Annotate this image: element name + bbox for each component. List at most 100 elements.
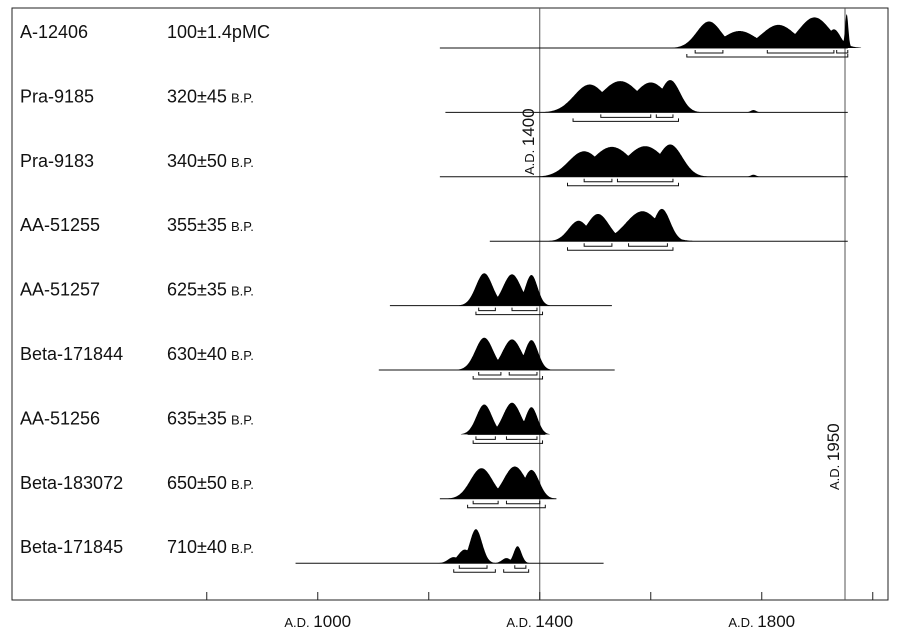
sample-age-unit: B.P. bbox=[231, 348, 254, 363]
sample-lab-code: Pra-9183 bbox=[20, 151, 94, 171]
range-2sigma bbox=[475, 311, 544, 316]
sample-lab-code: AA-51257 bbox=[20, 280, 100, 300]
sample-age-value: 625±35 bbox=[167, 280, 227, 300]
sample-row: Pra-9185 320±45 B.P. bbox=[20, 80, 848, 122]
sample-age-unit: B.P. bbox=[231, 219, 254, 234]
range-1sigma bbox=[583, 243, 613, 247]
sample-lab-code: AA-51256 bbox=[20, 408, 100, 428]
sample-age: 630±40 B.P. bbox=[167, 344, 254, 364]
sample-age-unit: B.P. bbox=[231, 90, 254, 105]
sample-row: Pra-9183 340±50 B.P. bbox=[20, 144, 848, 187]
reference-label-1400: A.D. 1400 bbox=[519, 108, 538, 175]
reference-label-year: 1950 bbox=[824, 423, 843, 461]
range-2sigma bbox=[567, 247, 674, 251]
sample-row: AA-51257 625±35 B.P. bbox=[20, 273, 612, 316]
probability-distribution bbox=[437, 529, 530, 564]
sample-age-value: 100±1.4pMC bbox=[167, 22, 270, 42]
probability-distribution bbox=[672, 14, 862, 48]
sample-age-unit: B.P. bbox=[231, 284, 254, 299]
sample-age-value: 340±50 bbox=[167, 151, 227, 171]
probability-distribution bbox=[548, 208, 693, 242]
range-1sigma bbox=[508, 372, 538, 376]
range-2sigma bbox=[686, 54, 849, 58]
sample-age-value: 635±35 bbox=[167, 408, 227, 428]
sample-row: AA-51255 355±35 B.P. bbox=[20, 208, 848, 251]
range-1sigma bbox=[766, 50, 835, 54]
reference-label-1950: A.D. 1950 bbox=[824, 423, 843, 490]
reference-label-prefix: A.D. bbox=[827, 461, 842, 490]
range-1sigma bbox=[458, 565, 488, 569]
probability-distribution bbox=[460, 402, 550, 435]
sample-age: 100±1.4pMC bbox=[167, 22, 270, 42]
sample-age-unit: B.P. bbox=[231, 412, 254, 427]
probability-distribution bbox=[537, 144, 762, 177]
x-tick-label-prefix: A.D. bbox=[728, 615, 757, 630]
sample-lab-code: A-12406 bbox=[20, 22, 88, 42]
sample-age: 635±35 B.P. bbox=[167, 408, 254, 428]
sample-lab-code: Beta-171845 bbox=[20, 537, 123, 557]
x-tick-label-year: 1800 bbox=[757, 612, 795, 631]
sample-row: Beta-171845 710±40 B.P. bbox=[20, 529, 604, 573]
sample-age-unit: B.P. bbox=[231, 155, 254, 170]
plot-frame bbox=[11, 7, 889, 601]
sample-row: A-12406 100±1.4pMC bbox=[20, 14, 862, 58]
range-1sigma bbox=[478, 307, 496, 312]
range-2sigma bbox=[472, 440, 544, 444]
range-1sigma bbox=[655, 114, 674, 118]
range-2sigma bbox=[467, 504, 546, 509]
range-1sigma bbox=[628, 243, 668, 247]
range-1sigma bbox=[583, 178, 613, 183]
range-2sigma bbox=[567, 182, 680, 187]
range-2sigma bbox=[453, 569, 496, 573]
sample-age: 710±40 B.P. bbox=[167, 537, 254, 557]
range-1sigma bbox=[836, 50, 849, 54]
range-1sigma bbox=[505, 500, 541, 505]
x-tick-label-year: 1400 bbox=[535, 612, 573, 631]
x-tick-label-prefix: A.D. bbox=[284, 615, 313, 630]
range-1sigma bbox=[472, 500, 499, 505]
range-1sigma bbox=[600, 114, 652, 118]
sample-age: 625±35 B.P. bbox=[167, 280, 254, 300]
range-1sigma bbox=[478, 372, 502, 376]
sample-age-value: 320±45 bbox=[167, 86, 227, 106]
probability-distribution bbox=[543, 80, 762, 113]
sample-lab-code: Beta-171844 bbox=[20, 344, 123, 364]
range-2sigma bbox=[503, 569, 530, 573]
x-tick-label: A.D. 1400 bbox=[506, 612, 573, 631]
sample-row: Beta-171844 630±40 B.P. bbox=[20, 337, 615, 380]
range-1sigma bbox=[505, 436, 538, 440]
x-tick-label-year: 1000 bbox=[313, 612, 351, 631]
sample-age-value: 650±50 bbox=[167, 473, 227, 493]
sample-row: AA-51256 635±35 B.P. bbox=[20, 402, 550, 444]
sample-age-unit: B.P. bbox=[231, 477, 254, 492]
range-1sigma bbox=[616, 178, 674, 183]
probability-distribution bbox=[457, 337, 552, 370]
sample-row: Beta-183072 650±50 B.P. bbox=[20, 466, 557, 509]
sample-age: 340±50 B.P. bbox=[167, 151, 254, 171]
sample-age: 320±45 B.P. bbox=[167, 86, 254, 106]
x-tick-label: A.D. 1800 bbox=[728, 612, 795, 631]
probability-distribution bbox=[459, 273, 550, 306]
sample-lab-code: Beta-183072 bbox=[20, 473, 123, 493]
sample-age-value: 355±35 bbox=[167, 215, 227, 235]
range-1sigma bbox=[511, 307, 538, 312]
range-1sigma bbox=[514, 565, 527, 569]
sample-age-unit: B.P. bbox=[231, 541, 254, 556]
sample-age-value: 630±40 bbox=[167, 344, 227, 364]
sample-age: 355±35 B.P. bbox=[167, 215, 254, 235]
reference-label-year: 1400 bbox=[519, 108, 538, 146]
sample-age: 650±50 B.P. bbox=[167, 473, 254, 493]
range-1sigma bbox=[694, 50, 724, 54]
range-2sigma bbox=[472, 376, 544, 380]
x-tick-label: A.D. 1000 bbox=[284, 612, 351, 631]
probability-distribution bbox=[448, 466, 555, 499]
x-tick-label-prefix: A.D. bbox=[506, 615, 535, 630]
x-axis: A.D. 1000 A.D. 1400 A.D. 1800 bbox=[206, 592, 874, 631]
sample-lab-code: Pra-9185 bbox=[20, 86, 94, 106]
reference-label-prefix: A.D. bbox=[522, 146, 537, 175]
range-1sigma bbox=[475, 436, 496, 440]
sample-lab-code: AA-51255 bbox=[20, 215, 100, 235]
sample-age-value: 710±40 bbox=[167, 537, 227, 557]
